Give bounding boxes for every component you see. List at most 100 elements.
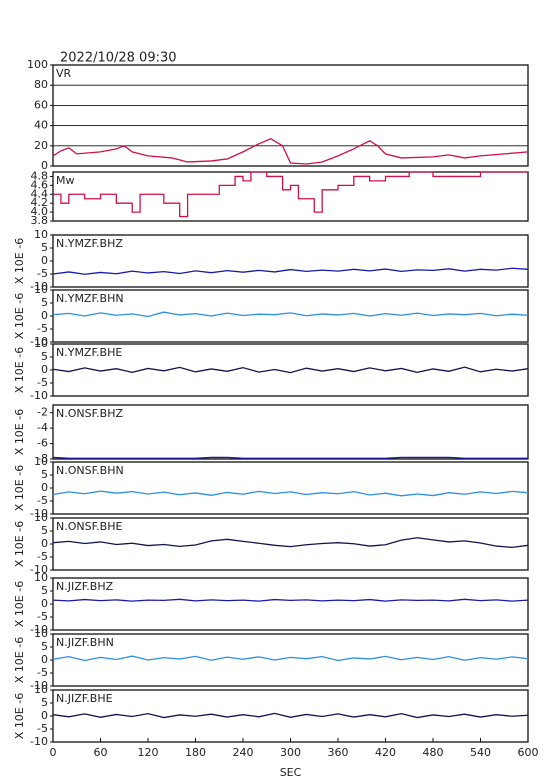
y-tick-label: 10: [34, 283, 48, 296]
y-tick-label: 0: [41, 709, 48, 722]
panel-title: N.JIZF.BHN: [56, 636, 114, 649]
panel-title: N.YMZF.BHZ: [56, 237, 123, 250]
trace-line: [52, 366, 529, 374]
trace-line: [52, 311, 529, 318]
x-tick-label: 480: [423, 746, 444, 759]
y-tick-label: 0: [41, 309, 48, 322]
trace-line: [52, 138, 529, 165]
x-tick-label: 120: [138, 746, 159, 759]
panel-title: N.ONSF.BHE: [56, 520, 122, 533]
trace-line: [52, 655, 529, 662]
trace-line: [52, 712, 529, 719]
y-tick-label: 5: [41, 524, 48, 537]
trace-line: [52, 267, 529, 275]
panel-frame: [52, 577, 529, 631]
y-tick-label: -10: [30, 679, 48, 692]
panel-frame: [52, 461, 529, 515]
y-axis-label: X 10E -6: [13, 521, 26, 567]
panel-frame: [52, 289, 529, 343]
x-tick-label: 180: [185, 746, 206, 759]
y-tick-label: -5: [37, 322, 48, 335]
y-tick-label: -10: [30, 563, 48, 576]
y-tick-label: 3.8: [31, 214, 49, 227]
x-tick-label: 60: [94, 746, 108, 759]
panel-frame: [52, 64, 529, 167]
panel-frame: [52, 171, 529, 222]
x-tick-label: 300: [280, 746, 301, 759]
x-tick-label: 420: [375, 746, 396, 759]
y-tick-label: -8: [37, 452, 48, 465]
y-tick-label: 5: [41, 241, 48, 254]
y-tick-label: -10: [30, 335, 48, 348]
step-line: [53, 171, 528, 218]
y-tick-label: -5: [37, 267, 48, 280]
y-tick-label: 5: [41, 296, 48, 309]
y-tick-label: -10: [30, 623, 48, 636]
y-axis-label: X 10E -6: [13, 693, 26, 739]
panel-frame: [52, 234, 529, 288]
heading: 2022/10/28 09:30: [60, 51, 177, 66]
y-tick-label: 60: [34, 98, 48, 111]
y-tick-label: 0: [41, 653, 48, 666]
y-tick-label: 10: [34, 455, 48, 468]
y-tick-label: 4.4: [31, 187, 49, 200]
panel-title: N.ONSF.BHZ: [56, 407, 123, 420]
trace-line: [52, 537, 529, 549]
panel-frame: [52, 404, 529, 460]
y-tick-label: 4.0: [31, 205, 49, 218]
panel-title: N.JIZF.BHZ: [56, 580, 114, 593]
y-tick-label: 10: [34, 571, 48, 584]
y-tick-label: -10: [30, 389, 48, 402]
panel-title: Mw: [56, 174, 75, 187]
panel-frame: [52, 633, 529, 687]
x-tick-label: 600: [518, 746, 539, 759]
y-tick-label: 0: [41, 363, 48, 376]
y-tick-label: -10: [30, 507, 48, 520]
y-tick-label: 5: [41, 350, 48, 363]
y-tick-label: 0: [41, 254, 48, 267]
x-tick-label: 540: [470, 746, 491, 759]
x-tick-label: 360: [328, 746, 349, 759]
y-tick-label: -5: [37, 550, 48, 563]
panel-title: N.ONSF.BHN: [56, 464, 124, 477]
y-tick-label: 4.8: [31, 169, 49, 182]
y-axis-label: X 10E -6: [13, 293, 26, 339]
y-axis-label: X 10E -6: [13, 465, 26, 511]
x-tick-label: 0: [50, 746, 57, 759]
panel-title: N.YMZF.BHE: [56, 346, 122, 359]
y-tick-label: -5: [37, 722, 48, 735]
y-tick-label: -5: [37, 610, 48, 623]
y-axis-label: X 10E -6: [13, 347, 26, 393]
y-axis-label: X 10E -6: [13, 581, 26, 627]
y-tick-label: 10: [34, 228, 48, 241]
trace-line: [52, 490, 529, 497]
y-tick-label: 80: [34, 78, 48, 91]
panel-title: VR: [56, 67, 72, 80]
x-axis-label: SEC: [280, 766, 302, 779]
y-tick-label: 4.2: [31, 196, 49, 209]
y-tick-label: -10: [30, 280, 48, 293]
y-tick-label: 10: [34, 337, 48, 350]
y-tick-label: 10: [34, 627, 48, 640]
y-tick-label: 5: [41, 584, 48, 597]
y-tick-label: 0: [41, 159, 48, 172]
x-tick-label: 240: [233, 746, 254, 759]
y-tick-label: 4.6: [31, 178, 49, 191]
panel-title: N.JIZF.BHE: [56, 692, 113, 705]
y-axis-label: X 10E -6: [13, 637, 26, 683]
y-tick-label: 5: [41, 468, 48, 481]
y-tick-label: 100: [27, 58, 48, 71]
y-tick-label: 20: [34, 139, 48, 152]
y-tick-label: 5: [41, 640, 48, 653]
y-tick-label: -2: [37, 406, 48, 419]
y-axis-label: X 10E -6: [13, 409, 26, 455]
y-tick-label: 5: [41, 696, 48, 709]
y-tick-label: 10: [34, 683, 48, 696]
y-tick-label: -4: [37, 421, 48, 434]
y-tick-label: -5: [37, 376, 48, 389]
y-tick-label: -5: [37, 494, 48, 507]
trace-line: [52, 456, 528, 459]
y-tick-label: -6: [37, 437, 48, 450]
y-tick-label: 0: [41, 481, 48, 494]
